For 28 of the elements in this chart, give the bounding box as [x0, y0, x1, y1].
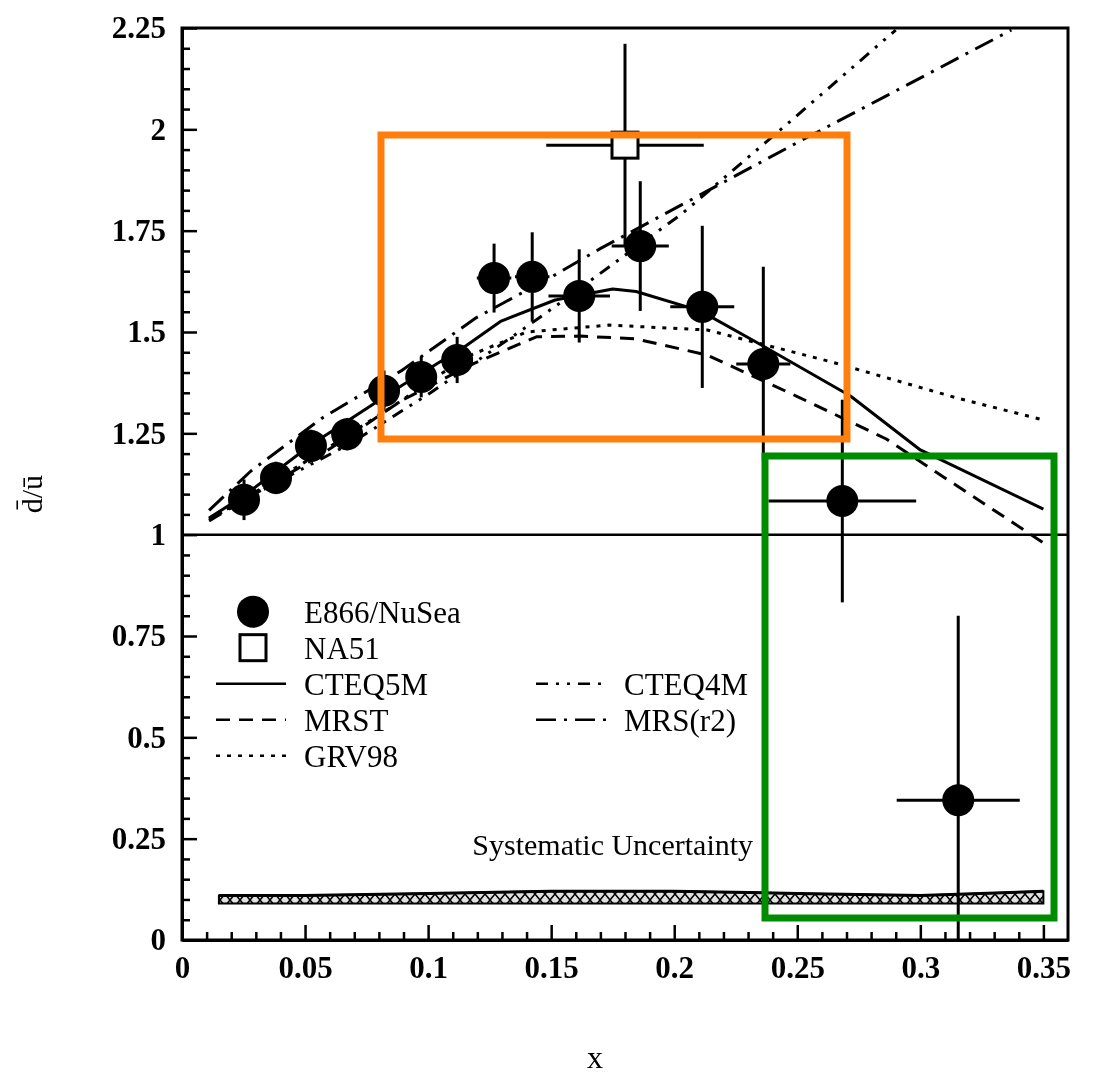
legend-label: E866/NuSea	[304, 594, 461, 630]
y-tick-label: 1.25	[111, 415, 166, 451]
y-tick-label: 0.75	[111, 618, 166, 654]
x-axis-title: x	[587, 1039, 603, 1075]
y-tick-label: 2.25	[111, 10, 166, 46]
legend-label: CTEQ5M	[304, 666, 428, 702]
y-tick-label: 0.5	[127, 719, 166, 755]
annotation: Systematic Uncertainty	[472, 827, 754, 861]
y-tick-label: 1.5	[127, 314, 166, 350]
x-tick-label: 0.25	[770, 950, 825, 986]
legend-label: NA51	[304, 630, 380, 666]
legend-label: MRS(r2)	[624, 702, 736, 738]
legend-label: GRV98	[304, 738, 398, 774]
y-tick-label: 0	[150, 922, 166, 958]
x-tick-label: 0.35	[1016, 950, 1072, 986]
x-tick-label: 0.05	[278, 950, 333, 986]
x-tick-label: 0.1	[409, 950, 448, 986]
x-tick-label: 0.3	[901, 950, 941, 986]
legend-label: MRST	[304, 702, 389, 738]
y-axis-title: d̄/ū	[15, 474, 48, 514]
x-tick-label: 0	[174, 950, 191, 986]
legend-label: CTEQ4M	[624, 666, 748, 702]
y-tick-label: 0.25	[111, 821, 166, 857]
y-tick-label: 1	[150, 517, 166, 553]
y-tick-label: 2	[150, 111, 166, 147]
y-tick-label: 1.75	[111, 213, 166, 249]
x-tick-label: 0.15	[524, 950, 579, 986]
x-tick-label: 0.2	[655, 950, 695, 986]
